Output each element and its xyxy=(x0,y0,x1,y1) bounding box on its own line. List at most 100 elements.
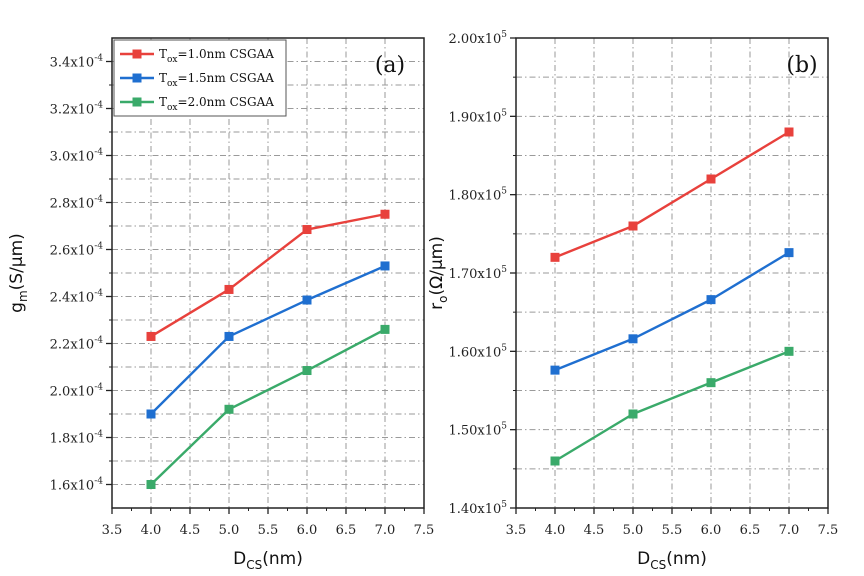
y-tick-label: 1.80x105 xyxy=(448,187,507,204)
x-tick-label: 4.5 xyxy=(584,523,605,538)
legend-entry-label: Tox=1.5nm CSGAA xyxy=(159,71,274,89)
legend-swatch-marker xyxy=(132,73,142,83)
series-3 xyxy=(550,346,794,466)
x-tick-label: 5.0 xyxy=(623,523,644,538)
series-line xyxy=(150,328,386,486)
y-axis-label-unit: (Ω/μm) xyxy=(427,236,447,295)
legend-swatch-marker xyxy=(132,97,142,107)
panel-b-chart: 3.5 4.0 4.5 5.0 5.5 6.0 6.5 7.0 7.51.40x1051.50x… xyxy=(427,30,838,572)
y-tick-mantissa: 3.4x10 xyxy=(50,56,95,71)
y-axis-label-main: g xyxy=(7,302,27,313)
y-tick-mantissa: 1.50x10 xyxy=(448,424,501,439)
y-tick-exponent: -4 xyxy=(94,148,103,158)
y-tick-mantissa: 1.80x10 xyxy=(448,189,501,204)
y-tick-label: 2.0x10-4 xyxy=(50,383,104,400)
x-tick-label: 3.5 xyxy=(506,523,527,538)
y-tick-mantissa: 1.6x10 xyxy=(50,479,95,494)
legend-label-tail: =2.0nm CSGAA xyxy=(178,95,275,109)
y-tick-label: 1.6x10-4 xyxy=(50,477,104,494)
y-tick-exponent: -4 xyxy=(94,101,103,111)
x-axis-label-subscript: CS xyxy=(650,558,666,572)
legend-label-tail: =1.5nm CSGAA xyxy=(178,71,275,85)
x-axis-label-unit: (nm) xyxy=(262,549,303,569)
legend-label-main: T xyxy=(159,47,167,61)
data-point xyxy=(706,378,716,388)
y-axis-label-main: r xyxy=(427,303,447,310)
data-point xyxy=(224,331,234,341)
y-tick-exponent: -4 xyxy=(94,195,103,205)
data-point xyxy=(146,331,156,341)
data-point xyxy=(302,295,312,305)
series-line xyxy=(150,213,386,338)
panel-label: (a) xyxy=(375,53,405,78)
y-tick-mantissa: 1.60x10 xyxy=(448,345,501,360)
y-axis-label: gm(S/μm) xyxy=(7,233,30,313)
x-axis-label: DCS(nm) xyxy=(637,549,707,572)
y-tick-mantissa: 1.90x10 xyxy=(448,110,501,125)
y-tick-label: 2.2x10-4 xyxy=(50,336,104,353)
series-line xyxy=(554,350,790,463)
y-tick-label: 1.50x105 xyxy=(448,422,507,439)
data-point xyxy=(146,480,156,489)
x-tick-label: 7.5 xyxy=(414,523,435,538)
data-point xyxy=(784,248,794,258)
legend-label-subscript: ox xyxy=(167,55,178,65)
data-point xyxy=(628,409,638,419)
legend-label-subscript: ox xyxy=(167,103,178,113)
gridlines xyxy=(516,38,828,508)
y-tick-label: 3.0x10-4 xyxy=(50,148,104,165)
data-point xyxy=(302,366,312,376)
y-tick-label: 2.8x10-4 xyxy=(50,195,104,212)
y-tick-exponent: 5 xyxy=(501,422,507,432)
y-tick-mantissa: 2.4x10 xyxy=(50,291,95,306)
y-axis-label-subscript: o xyxy=(436,296,450,303)
y-tick-mantissa: 2.2x10 xyxy=(50,338,95,353)
x-tick-label: 6.0 xyxy=(701,523,722,538)
data-point xyxy=(380,261,390,271)
x-tick-label: 7.5 xyxy=(818,523,839,538)
y-tick-exponent: -4 xyxy=(94,336,103,346)
data-point xyxy=(628,334,638,344)
x-tick-label: 6.5 xyxy=(740,523,761,538)
data-point xyxy=(302,225,312,235)
gridlines xyxy=(112,38,424,508)
y-tick-mantissa: 3.2x10 xyxy=(50,103,95,118)
y-tick-exponent: 5 xyxy=(501,343,507,353)
legend-label-tail: =1.0nm CSGAA xyxy=(178,47,275,61)
y-tick-exponent: -4 xyxy=(94,383,103,393)
legend-label-main: T xyxy=(159,95,167,109)
y-tick-mantissa: 1.8x10 xyxy=(50,432,95,447)
series-line xyxy=(150,264,386,415)
y-tick-label: 1.90x105 xyxy=(448,108,507,125)
data-point xyxy=(550,456,560,466)
series-line xyxy=(554,251,790,372)
y-tick-exponent: 5 xyxy=(501,187,507,197)
x-axis-label-subscript: CS xyxy=(246,558,262,572)
y-tick-label: 1.8x10-4 xyxy=(50,430,104,447)
x-tick-label: 4.0 xyxy=(545,523,566,538)
y-tick-exponent: -4 xyxy=(94,54,103,64)
data-point xyxy=(784,346,794,356)
y-tick-exponent: 5 xyxy=(501,108,507,118)
y-tick-label: 3.4x10-4 xyxy=(50,54,104,71)
x-tick-label: 5.5 xyxy=(258,523,279,538)
y-tick-mantissa: 3.0x10 xyxy=(50,150,95,165)
data-point xyxy=(706,295,716,305)
data-point xyxy=(224,404,234,414)
y-tick-exponent: 5 xyxy=(501,500,507,510)
series-2 xyxy=(146,261,390,419)
legend-label-main: T xyxy=(159,71,167,85)
series-3 xyxy=(146,324,390,489)
y-axis-label-subscript: m xyxy=(16,290,30,302)
y-tick-label: 2.4x10-4 xyxy=(50,289,104,306)
y-axis-label: ro(Ω/μm) xyxy=(427,236,450,310)
x-tick-label: 7.0 xyxy=(375,523,396,538)
data-point xyxy=(550,365,560,375)
x-tick-label: 4.5 xyxy=(180,523,201,538)
legend-entry-label: Tox=1.0nm CSGAA xyxy=(159,47,274,65)
y-tick-label: 1.40x105 xyxy=(448,500,507,517)
legend-entry-label: Tox=2.0nm CSGAA xyxy=(159,95,274,113)
series-1 xyxy=(146,209,390,341)
